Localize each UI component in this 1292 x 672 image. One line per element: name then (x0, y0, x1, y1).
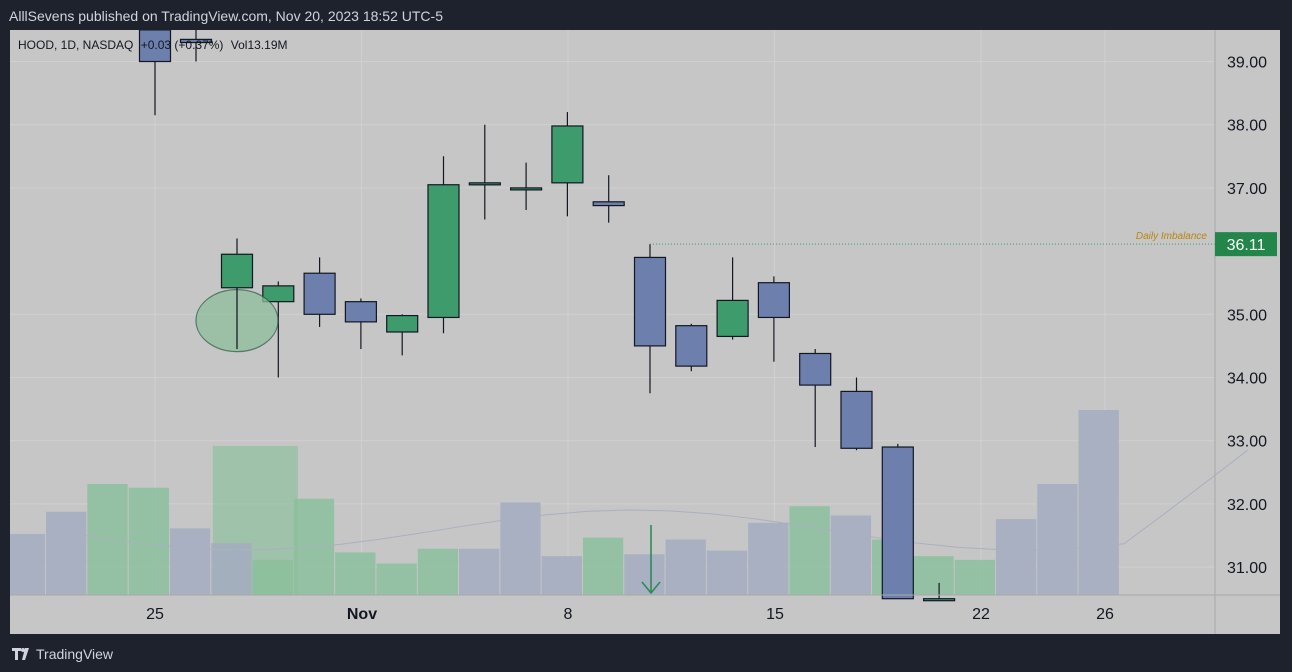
tradingview-brand[interactable]: TradingView (12, 646, 113, 662)
volume-bar (913, 556, 954, 595)
candle-body (179, 38, 213, 44)
volume-bar (417, 548, 459, 595)
candle-body (716, 299, 749, 338)
price-tick-label: 35.00 (1227, 307, 1267, 324)
time-tick-label: Nov (347, 606, 377, 623)
volume-bar (582, 537, 624, 595)
tradingview-logo-icon (12, 648, 29, 660)
candle-body (468, 182, 501, 186)
candle-body (344, 301, 377, 323)
volume-bar (954, 559, 995, 595)
publish-header: AlllSevens published on TradingView.com,… (0, 0, 1292, 30)
volume-bar (541, 556, 582, 595)
current-price-badge (1215, 232, 1277, 257)
published-text: AlllSevens published on TradingView.com,… (9, 8, 443, 24)
price-tick-label: 31.00 (1227, 560, 1267, 577)
volume-bar (1037, 484, 1078, 595)
candle-body (262, 285, 295, 303)
candle-body (510, 187, 543, 191)
candle-body (427, 184, 460, 319)
candle-body (138, 30, 172, 63)
candle-body (592, 201, 625, 207)
time-tick-label: 26 (1096, 606, 1114, 623)
candle-body (840, 390, 873, 449)
candlestick-chart[interactable]: Daily Imbalance 39.00 38.00 37.00 35.00 34.00… (10, 30, 1280, 634)
volume-bar (1078, 410, 1119, 595)
volume-bar (10, 533, 46, 595)
time-tick-label: 15 (766, 606, 784, 623)
legend-volume: Vol13.19M (230, 38, 288, 52)
time-tick-label: 25 (146, 606, 164, 623)
price-tick-label: 34.00 (1227, 371, 1267, 388)
current-price-label: 36.11 (1227, 237, 1266, 254)
volume-bar (995, 519, 1037, 595)
legend-symbol: HOOD, 1D, NASDAQ (18, 38, 134, 52)
footer: TradingView (0, 636, 1292, 672)
candle-body (757, 282, 791, 319)
candle-body (633, 256, 667, 347)
volume-bar (748, 522, 789, 595)
volume-bar (624, 554, 665, 595)
volume-bar (376, 563, 417, 595)
time-tick-label: 22 (972, 606, 990, 623)
down-arrow-head (641, 581, 661, 595)
volume-bar (459, 548, 500, 595)
volume-bar (830, 515, 872, 595)
candle-body (303, 272, 336, 315)
price-tick-label: 33.00 (1227, 434, 1267, 451)
brand-label: TradingView (36, 646, 114, 662)
volume-bar (169, 528, 211, 595)
candle-body (551, 125, 584, 184)
candle-body (922, 598, 956, 602)
volume-bar (211, 543, 252, 595)
time-tick-label: 8 (564, 606, 573, 623)
candle-body (799, 352, 832, 386)
chart-legend: HOOD, 1D, NASDAQ +0.03 (+0.37%) Vol13.19… (18, 38, 292, 52)
volume-bar (665, 539, 706, 595)
volume-bar (706, 550, 748, 595)
price-tick-label: 38.00 (1227, 118, 1267, 135)
candle-body (386, 314, 419, 333)
volume-bar (46, 511, 87, 595)
legend-change: +0.03 (+0.37%) (140, 38, 224, 52)
volume-bar (789, 506, 830, 595)
volume-ma-line (49, 449, 1249, 551)
volume-bar (335, 552, 376, 595)
chart-area[interactable]: Daily Imbalance 39.00 38.00 37.00 35.00 34.00… (10, 30, 1280, 634)
candle-body (881, 446, 914, 600)
imbalance-label: Daily Imbalance (1136, 231, 1208, 242)
volume-bar (87, 484, 128, 595)
price-tick-label: 37.00 (1227, 181, 1267, 198)
volume-bar (128, 487, 169, 595)
candle-body (675, 325, 708, 367)
volume-bar (252, 559, 293, 595)
candle-body (220, 253, 254, 289)
price-tick-label: 32.00 (1227, 497, 1267, 514)
price-tick-label: 39.00 (1227, 55, 1267, 72)
